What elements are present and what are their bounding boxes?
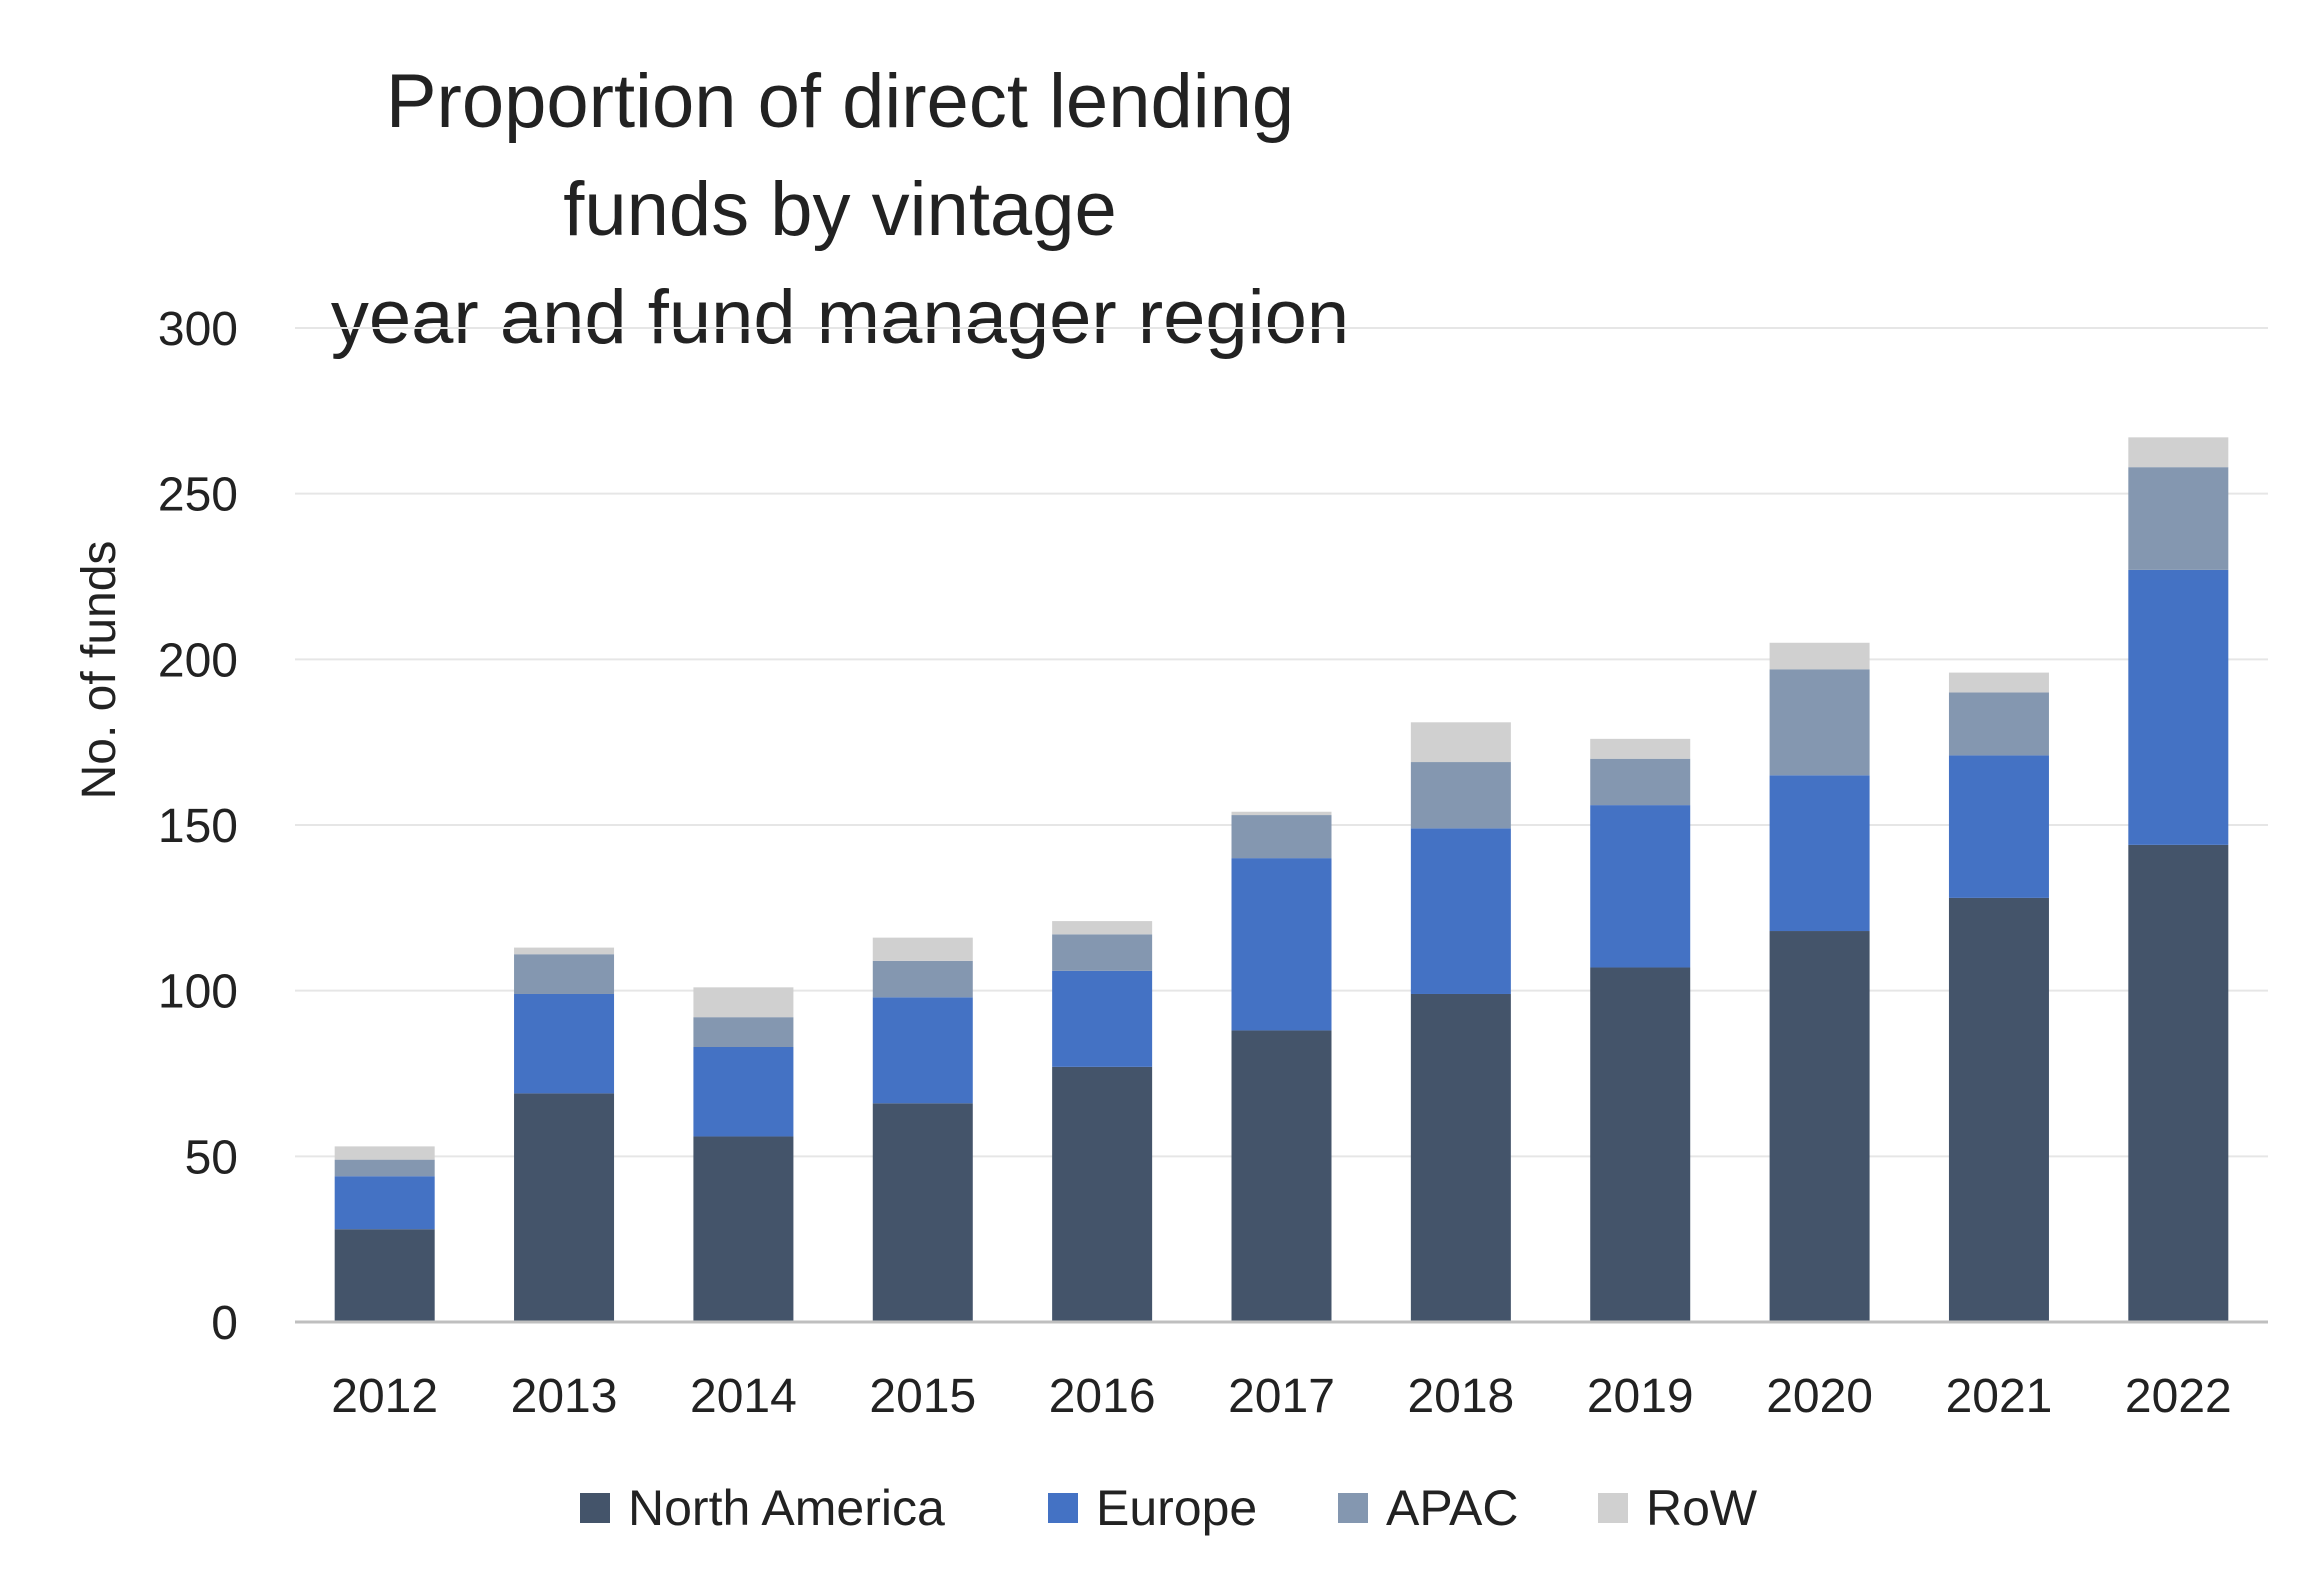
legend-label: North America xyxy=(628,1480,945,1536)
bars xyxy=(334,437,2229,1322)
bar-segment xyxy=(1052,970,1153,1067)
x-tick-label: 2014 xyxy=(690,1370,797,1423)
legend-swatch xyxy=(580,1493,610,1523)
bar-segment xyxy=(1590,967,1691,1322)
bar-segment xyxy=(1948,897,2049,1322)
bar-segment xyxy=(1052,1066,1153,1322)
bar-segment xyxy=(1769,931,1870,1322)
bar-segment xyxy=(334,1176,435,1230)
legend-swatch xyxy=(1338,1493,1368,1523)
legend-swatch xyxy=(1048,1493,1078,1523)
chart-title: Proportion of direct lending funds by vi… xyxy=(290,48,1390,372)
x-tick-label: 2019 xyxy=(1587,1370,1694,1423)
bar-segment xyxy=(1590,758,1691,806)
y-tick-label: 50 xyxy=(185,1131,238,1184)
bar-segment xyxy=(1231,811,1332,816)
y-tick-label: 250 xyxy=(158,469,238,522)
bar-segment xyxy=(1769,642,1870,670)
y-tick-label: 200 xyxy=(158,634,238,687)
bar-segment xyxy=(2128,569,2229,845)
chart-title-line-2: year and fund manager region xyxy=(330,275,1350,360)
legend-label: Europe xyxy=(1096,1480,1257,1536)
bar-segment xyxy=(693,1017,794,1047)
bar-segment xyxy=(1410,993,1511,1322)
x-tick-label: 2020 xyxy=(1766,1370,1873,1423)
bar-segment xyxy=(1948,755,2049,898)
bar-segment xyxy=(693,987,794,1018)
x-tick-label: 2016 xyxy=(1049,1370,1156,1423)
bar-segment xyxy=(1052,934,1153,971)
x-tick-label: 2021 xyxy=(1946,1370,2053,1423)
bar-segment xyxy=(1769,669,1870,776)
bar-segment xyxy=(1948,692,2049,756)
grid-lines xyxy=(295,327,2268,1158)
bar-segment xyxy=(1590,805,1691,968)
bar-segment xyxy=(2128,437,2229,468)
x-tick-label: 2013 xyxy=(511,1370,618,1423)
bar-segment xyxy=(1948,672,2049,693)
bar-segment xyxy=(2128,844,2229,1322)
bar-segment xyxy=(514,1093,615,1322)
axes: 0 50 100 150 200 250 300 2012 2013 2014 2015 2016 20… xyxy=(73,303,2268,1423)
bar-segment xyxy=(872,1103,973,1322)
x-tick-label: 2018 xyxy=(1407,1370,1514,1423)
bar-segment xyxy=(514,993,615,1094)
bar-segment xyxy=(334,1159,435,1177)
bar-segment xyxy=(1410,722,1511,763)
bar-segment xyxy=(1769,775,1870,932)
x-tick-label: 2015 xyxy=(869,1370,976,1423)
bar-segment xyxy=(1231,858,1332,1031)
bar-segment xyxy=(1231,1030,1332,1322)
bar-segment xyxy=(334,1146,435,1160)
y-axis-title: No. of funds xyxy=(73,541,126,800)
legend: North America Europe APAC RoW xyxy=(580,1480,1758,1536)
bar-segment xyxy=(514,954,615,994)
bar-segment xyxy=(1231,815,1332,859)
legend-label: RoW xyxy=(1646,1480,1758,1536)
legend-swatch xyxy=(1598,1493,1628,1523)
x-tick-label: 2012 xyxy=(331,1370,438,1423)
y-tick-label: 300 xyxy=(158,303,238,356)
x-tick-label: 2022 xyxy=(2125,1370,2232,1423)
bar-segment xyxy=(1052,921,1153,935)
bar-segment xyxy=(872,997,973,1104)
y-tick-label: 150 xyxy=(158,800,238,853)
bar-segment xyxy=(1590,738,1691,759)
bar-segment xyxy=(693,1136,794,1322)
bar-segment xyxy=(872,960,973,998)
y-tick-label: 100 xyxy=(158,966,238,1019)
bar-segment xyxy=(1410,828,1511,994)
x-tick-label: 2017 xyxy=(1228,1370,1335,1423)
bar-segment xyxy=(334,1229,435,1322)
bar-segment xyxy=(1410,762,1511,829)
legend-label: APAC xyxy=(1386,1480,1518,1536)
bar-segment xyxy=(514,947,615,955)
y-tick-label: 0 xyxy=(211,1297,238,1350)
bar-segment xyxy=(2128,467,2229,570)
bar-segment xyxy=(693,1046,794,1137)
chart-title-line-1: Proportion of direct lending funds by vi… xyxy=(385,59,1295,252)
bar-segment xyxy=(872,937,973,961)
